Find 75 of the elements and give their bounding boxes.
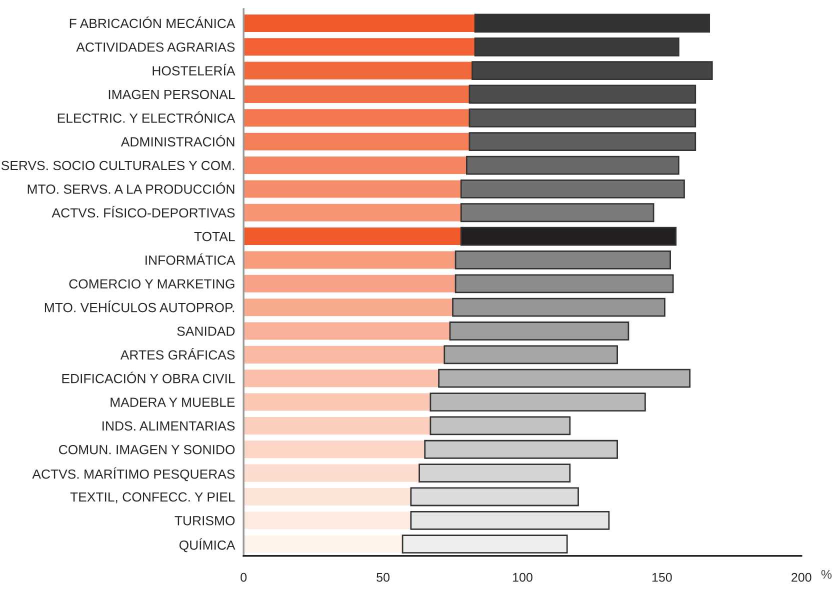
y-tick-label: ARTES GRÁFICAS xyxy=(120,348,235,360)
y-tick-label: TEXTIL, CONFECC. Y PIEL xyxy=(70,492,235,504)
bar xyxy=(244,440,425,458)
bar xyxy=(244,464,420,482)
y-tick-label: ELECTRIC. Y ELECTRÓNICA xyxy=(58,111,236,123)
y-tick-label: INDS. ALIMENTARIAS xyxy=(102,421,235,431)
y-tick-label: ACTVS. MARÍTIMO PESQUERAS xyxy=(32,467,235,482)
bar xyxy=(244,346,444,364)
y-tick-label: ADMINISTRACIÓN xyxy=(120,134,234,147)
bar xyxy=(410,510,610,530)
bar xyxy=(244,416,430,434)
bar xyxy=(472,61,713,80)
bar xyxy=(244,512,411,530)
bar xyxy=(244,109,470,127)
bar xyxy=(449,322,630,340)
bar xyxy=(244,180,462,198)
y-tick-label: ACTIVIDADES AGRARIAS xyxy=(76,42,235,52)
x-tick-label: 150 xyxy=(652,572,672,582)
bar xyxy=(244,322,450,340)
bar xyxy=(244,393,430,411)
y-tick-label: INFORMÁTICA xyxy=(146,253,236,265)
bar xyxy=(430,392,646,412)
bar xyxy=(460,226,677,246)
bar xyxy=(444,345,618,364)
bar xyxy=(244,156,467,174)
bar xyxy=(466,156,680,175)
y-tick-label: EDIFICACIÓN Y OBRA CIVIL xyxy=(62,372,235,384)
bar xyxy=(452,298,666,317)
y-tick-label: ACTVS. FÍSICO-DEPORTIVAS xyxy=(52,206,235,218)
y-tick-label: MADERA Y MUEBLE xyxy=(110,398,235,407)
y-tick-label: HOSTELERÍA xyxy=(152,64,236,76)
y-tick-label: QUÍMICA xyxy=(179,538,236,552)
bar xyxy=(244,62,472,80)
bar xyxy=(244,228,462,246)
bar xyxy=(244,38,476,56)
y-tick-label: SANIDAD xyxy=(177,326,235,336)
bar xyxy=(460,203,654,222)
bar xyxy=(244,298,453,316)
y-tick-label: TURISMO xyxy=(174,516,235,526)
bar xyxy=(244,14,476,32)
bar xyxy=(454,274,674,294)
y-tick-label: COMERCIO Y MARKETING xyxy=(69,279,234,289)
bar xyxy=(430,416,571,436)
y-tick-label: F ABRICACIÓN MECÁNICA xyxy=(70,16,236,28)
y-tick-label: TOTAL xyxy=(194,232,235,242)
bar xyxy=(474,37,680,56)
x-tick-label: 0 xyxy=(240,572,247,582)
y-tick-label: MTO. SERVS. A LA PRODUCCIÓN xyxy=(28,182,234,194)
bar xyxy=(468,84,696,104)
bar xyxy=(410,487,579,506)
bar xyxy=(244,274,456,292)
x-axis-title: % xyxy=(821,570,832,579)
bar xyxy=(244,85,470,104)
bar xyxy=(244,251,456,269)
bar xyxy=(438,368,691,388)
x-tick-label: 200 xyxy=(792,572,812,582)
bar xyxy=(402,534,568,554)
x-tick-label: 100 xyxy=(513,572,532,582)
bar xyxy=(468,132,696,152)
y-tick-label: SERVS. SOCIO CULTURALES Y COM. xyxy=(1,160,234,170)
bar xyxy=(468,108,696,128)
bar xyxy=(244,370,439,388)
y-tick-label: COMUN. IMAGEN Y SONIDO xyxy=(58,444,235,454)
bar xyxy=(244,535,403,553)
bar xyxy=(244,488,411,506)
y-tick-label: MTO. VEHÍCULOS AUTOPROP. xyxy=(44,300,234,312)
bar xyxy=(418,464,571,483)
bar xyxy=(424,440,618,459)
bar xyxy=(454,250,671,270)
x-tick-label: 50 xyxy=(376,572,390,582)
bar xyxy=(460,179,685,198)
bar xyxy=(474,14,710,33)
y-tick-label: IMAGEN PERSONAL xyxy=(108,90,235,100)
bar xyxy=(244,132,470,150)
bar xyxy=(244,204,462,222)
